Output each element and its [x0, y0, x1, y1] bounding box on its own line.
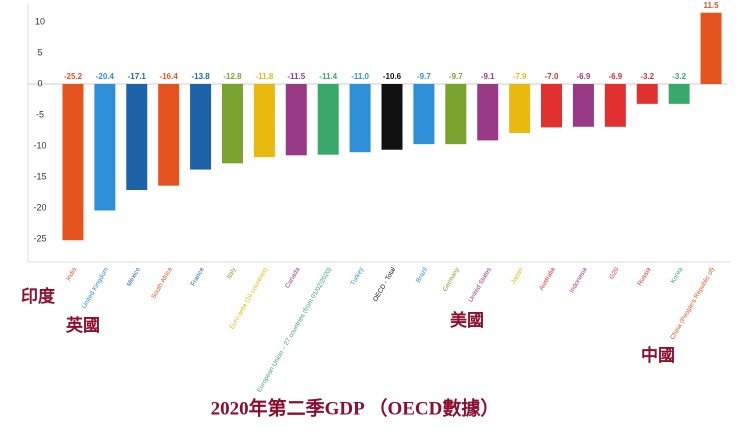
value-label: -3.2 [672, 72, 686, 81]
y-tick-label: 10 [35, 16, 45, 26]
x-tick-label: Indonesia [568, 266, 588, 294]
bar [700, 12, 722, 85]
bar [668, 84, 690, 104]
x-tick-label: Russia [636, 266, 652, 287]
value-label: -6.9 [577, 72, 591, 81]
value-label: -13.8 [191, 72, 210, 81]
value-label: -9.7 [449, 72, 463, 81]
bar [253, 84, 275, 158]
bar [477, 84, 499, 141]
bar [604, 84, 626, 127]
x-tick-label: Korea [670, 266, 685, 285]
x-tick-label: Euro area (19 countries) [228, 266, 269, 330]
bar [126, 84, 148, 191]
x-tick-label: Canada [284, 266, 302, 290]
chart-title: 2020年第二季GDP （OECD數據） [211, 396, 500, 419]
value-label: -11.0 [351, 72, 369, 81]
annotation: 中國 [641, 345, 675, 365]
value-label: -7.9 [513, 72, 527, 81]
bar [285, 84, 307, 156]
x-tick-label: OECD - Total [372, 266, 397, 303]
value-label: -25.2 [64, 72, 83, 81]
y-tick-label: -25 [33, 233, 46, 243]
x-tick-label: United Kingdom [81, 266, 110, 310]
y-tick-label: -5 [36, 109, 44, 119]
x-tick-label: India [65, 266, 78, 282]
y-tick-label: -10 [33, 140, 46, 150]
value-label: -12.8 [223, 72, 242, 81]
bar [413, 84, 435, 145]
x-tick-label: United States [467, 266, 493, 304]
bar [541, 84, 563, 128]
bar [94, 84, 116, 211]
x-tick-label: G20 [608, 266, 620, 280]
value-label: -10.6 [383, 72, 402, 81]
annotation: 英國 [66, 315, 100, 335]
x-tick-label: Brazil [415, 266, 429, 284]
bar [636, 84, 658, 104]
bar [572, 84, 594, 127]
value-label: -9.1 [481, 72, 495, 81]
x-tick-label: Germany [442, 266, 462, 293]
x-tick-label: France [190, 266, 206, 287]
annotation: 美國 [450, 310, 484, 330]
y-tick-label: 0 [37, 78, 42, 88]
x-tick-label: European Union – 27 countries (from 01/0… [256, 266, 334, 393]
value-label: -11.4 [319, 72, 337, 81]
bar [381, 84, 403, 150]
x-tick-label: Mexico [126, 266, 143, 288]
value-label: -9.7 [417, 72, 431, 81]
annotation: 印度 [21, 286, 56, 306]
value-label: -7.0 [545, 72, 559, 81]
value-label: -11.8 [255, 72, 273, 81]
x-tick-label: Turkey [349, 266, 365, 287]
value-label: -6.9 [608, 72, 622, 81]
x-tick-label: Australia [538, 266, 557, 292]
x-tick-label: Italy [226, 266, 238, 280]
value-label: -3.2 [640, 72, 654, 81]
y-tick-label: -15 [33, 171, 46, 181]
y-tick-label: 5 [37, 47, 42, 57]
value-label: -16.4 [160, 72, 179, 81]
bar [190, 84, 212, 170]
bar [221, 84, 243, 164]
x-tick-label: Japan [510, 266, 525, 285]
bar [445, 84, 467, 145]
bar [349, 84, 371, 153]
value-label: -11.5 [287, 72, 305, 81]
bar [62, 84, 84, 241]
bar [317, 84, 339, 155]
y-tick-label: -20 [33, 202, 46, 212]
x-tick-label: South Africa [150, 266, 174, 300]
bar [509, 84, 531, 133]
bar [158, 84, 180, 186]
value-label: 11.5 [703, 1, 719, 10]
value-label: -17.1 [128, 72, 147, 81]
value-label: -20.4 [96, 72, 115, 81]
